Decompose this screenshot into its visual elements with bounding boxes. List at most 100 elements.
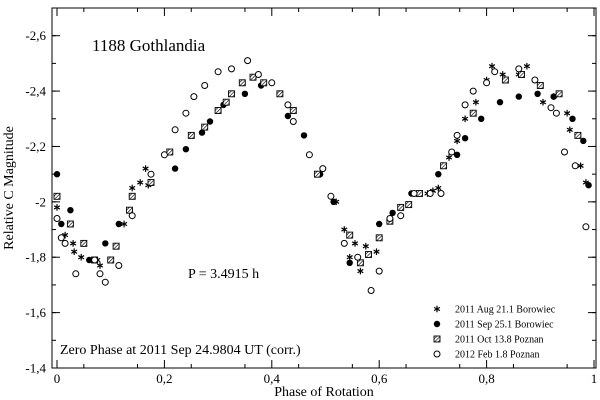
- data-point-asterisk: [142, 165, 149, 172]
- x-tick-label: 0,4: [264, 371, 281, 386]
- data-point-filled-circle: [330, 198, 337, 205]
- data-point-filled-circle: [389, 209, 396, 217]
- data-point-filled-circle: [550, 93, 557, 100]
- legend-label: 2012 Feb 1.8 Poznan: [455, 350, 539, 361]
- data-point-asterisk: [539, 98, 547, 106]
- data-point-filled-circle: [198, 129, 206, 136]
- data-point-asterisk: [461, 115, 469, 123]
- data-point-open-circle: [561, 148, 568, 156]
- data-point-hatched-square: [228, 90, 235, 98]
- data-points: [53, 57, 592, 294]
- data-point-hatched-square: [187, 131, 195, 139]
- data-point-hatched-square: [80, 239, 88, 247]
- data-point-hatched-square: [128, 192, 136, 200]
- data-point-open-circle: [244, 57, 252, 65]
- data-point-asterisk: [362, 242, 369, 250]
- data-point-asterisk: [120, 220, 128, 228]
- data-point-asterisk: [71, 248, 78, 255]
- zero-phase-annotation: Zero Phase at 2011 Sep 24.9804 UT (corr.…: [60, 343, 301, 358]
- data-point-open-circle: [327, 192, 335, 200]
- data-point-open-circle: [319, 165, 327, 173]
- plot-frame: [51, 7, 597, 369]
- data-point-filled-circle: [300, 132, 308, 139]
- data-point-open-circle: [160, 151, 168, 159]
- y-tick-label: -1,6: [25, 305, 46, 320]
- data-point-hatched-square: [375, 234, 383, 242]
- data-point-hatched-square: [201, 123, 209, 131]
- data-point-filled-circle: [284, 112, 292, 120]
- data-point-asterisk: [137, 179, 144, 186]
- data-point-open-circle: [57, 234, 65, 242]
- data-point-hatched-square: [469, 109, 477, 117]
- data-point-open-circle: [128, 212, 136, 220]
- x-axis-title: Phase of Rotation: [274, 385, 374, 400]
- chart-title: 1188 Gothlandia: [92, 36, 206, 55]
- data-point-hatched-square: [214, 107, 222, 114]
- data-point-asterisk: [472, 98, 480, 106]
- data-point-asterisk: [563, 109, 571, 117]
- data-point-asterisk: [435, 184, 442, 192]
- data-point-filled-circle: [534, 90, 541, 97]
- data-point-hatched-square: [238, 79, 246, 87]
- data-point-asterisk: [357, 267, 364, 275]
- data-point-hatched-square: [53, 192, 61, 200]
- data-point-asterisk: [445, 154, 453, 161]
- data-point-hatched-square: [313, 170, 321, 178]
- data-point-hatched-square: [126, 206, 133, 214]
- data-point-filled-circle: [206, 118, 214, 125]
- data-point-filled-circle: [115, 220, 122, 228]
- data-point-filled-circle: [241, 90, 249, 97]
- data-point-open-circle: [461, 101, 469, 109]
- data-point-hatched-square: [574, 131, 582, 139]
- data-point-open-circle: [289, 118, 297, 125]
- data-point-open-circle: [284, 101, 292, 109]
- data-point-asterisk: [577, 162, 584, 170]
- data-point-asterisk: [523, 62, 531, 70]
- data-point-open-circle: [96, 270, 104, 278]
- data-point-filled-circle: [478, 115, 485, 122]
- y-tick-label: -2: [35, 194, 46, 209]
- legend-marker-hatched-square: [433, 335, 441, 343]
- data-point-hatched-square: [356, 259, 364, 267]
- data-point-filled-circle: [435, 171, 442, 178]
- data-point-open-circle: [101, 278, 109, 286]
- legend: 2011 Aug 21.1 Borowiec 2011 Sep 25.1 Boro…: [433, 305, 556, 361]
- data-point-open-circle: [268, 79, 276, 87]
- data-point-hatched-square: [440, 162, 448, 170]
- data-point-asterisk: [341, 226, 348, 233]
- data-point-asterisk: [69, 240, 77, 247]
- data-point-filled-circle: [67, 207, 74, 214]
- data-point-hatched-square: [536, 82, 544, 89]
- data-point-filled-circle: [346, 259, 353, 266]
- data-point-asterisk: [488, 62, 496, 70]
- data-point-hatched-square: [66, 220, 74, 228]
- data-point-hatched-square: [555, 90, 563, 98]
- data-point-open-circle: [571, 162, 579, 170]
- data-point-open-circle: [254, 71, 262, 78]
- data-point-hatched-square: [222, 98, 230, 106]
- data-point-hatched-square: [518, 71, 525, 78]
- data-point-asterisk: [53, 204, 61, 211]
- data-point-open-circle: [448, 148, 456, 156]
- data-point-open-circle: [91, 256, 99, 264]
- data-point-open-circle: [115, 262, 123, 269]
- data-point-open-circle: [483, 79, 491, 87]
- x-tick-label: 0,8: [478, 371, 494, 386]
- data-point-filled-circle: [580, 137, 587, 145]
- data-point-open-circle: [190, 93, 198, 101]
- data-point-asterisk: [566, 126, 573, 134]
- period-annotation: P = 3.4915 h: [188, 267, 259, 282]
- data-point-asterisk: [351, 240, 359, 247]
- data-point-open-circle: [515, 65, 523, 73]
- data-point-open-circle: [547, 104, 555, 112]
- data-point-open-circle: [354, 253, 362, 261]
- y-axis-title: Relative C Magnitude: [2, 126, 17, 250]
- data-point-hatched-square: [405, 201, 413, 209]
- data-point-filled-circle: [53, 171, 61, 178]
- data-point-open-circle: [182, 109, 190, 117]
- data-point-asterisk: [346, 253, 353, 261]
- data-point-open-circle: [214, 68, 222, 76]
- data-point-open-circle: [397, 212, 405, 220]
- data-point-filled-circle: [585, 182, 592, 189]
